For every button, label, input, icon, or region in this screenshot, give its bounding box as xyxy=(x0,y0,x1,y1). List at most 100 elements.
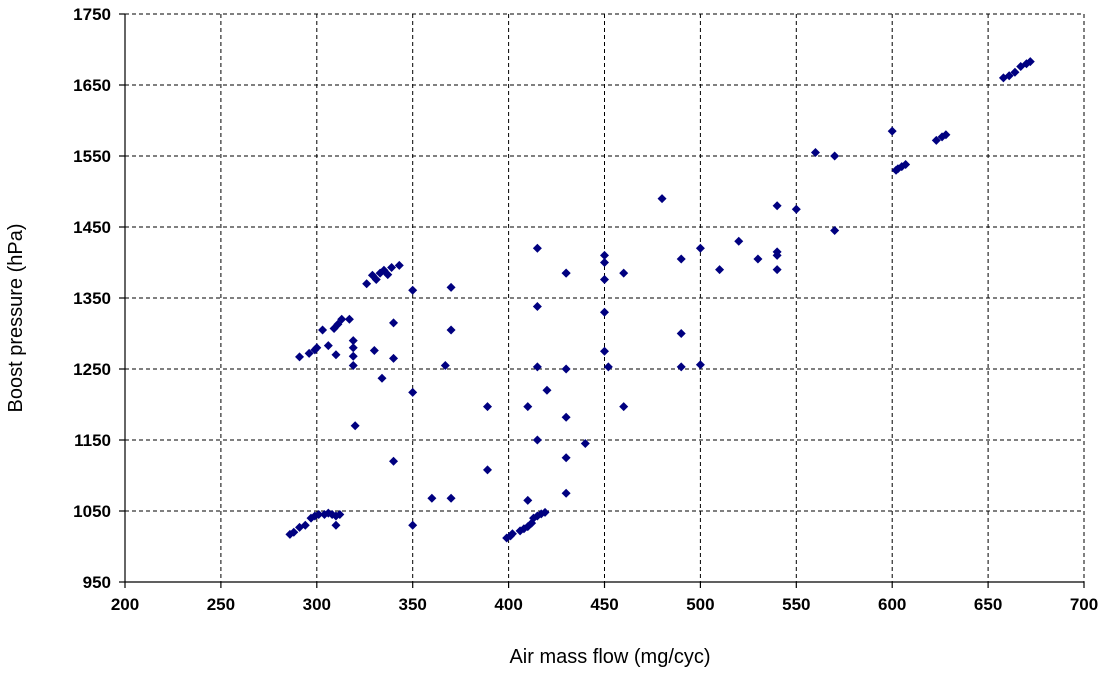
data-point xyxy=(331,350,341,360)
data-point xyxy=(408,387,418,397)
data-point xyxy=(335,510,345,520)
data-point xyxy=(657,194,667,204)
y-tick-label: 950 xyxy=(83,573,111,592)
data-point xyxy=(561,453,571,463)
data-point xyxy=(931,135,941,145)
data-point xyxy=(389,318,399,328)
data-point xyxy=(830,151,840,161)
axes xyxy=(119,13,1085,588)
data-point xyxy=(600,258,609,267)
x-tick-label: 400 xyxy=(494,595,522,614)
data-point xyxy=(532,435,542,445)
x-tick-label: 500 xyxy=(686,595,714,614)
data-point xyxy=(1016,62,1026,72)
data-point xyxy=(446,282,456,292)
y-tick-label: 1450 xyxy=(73,218,111,237)
data-point xyxy=(810,147,820,157)
data-point xyxy=(532,511,542,521)
data-point xyxy=(408,285,418,295)
data-point xyxy=(312,343,322,353)
data-point xyxy=(619,268,629,278)
data-point xyxy=(446,493,456,503)
tick-labels: 200 250 300 350 400 450 500 550 600 650 700 950 1050… xyxy=(73,5,1098,614)
data-point xyxy=(362,279,372,289)
x-tick-label: 200 xyxy=(111,595,139,614)
data-point xyxy=(887,126,897,136)
data-point xyxy=(1010,67,1020,77)
data-point xyxy=(1004,71,1014,81)
data-point xyxy=(561,364,571,374)
y-tick-label: 1250 xyxy=(73,360,111,379)
data-point xyxy=(532,243,542,253)
data-point xyxy=(580,439,590,449)
x-axis-label: Air mass flow (mg/cyc) xyxy=(509,646,710,668)
y-tick-label: 1650 xyxy=(73,76,111,95)
data-point xyxy=(676,329,686,338)
data-point xyxy=(532,302,542,312)
data-point xyxy=(561,412,571,422)
y-tick-label: 1350 xyxy=(73,289,111,308)
data-point xyxy=(715,265,725,275)
data-point xyxy=(561,488,571,498)
data-point xyxy=(772,265,782,275)
data-point xyxy=(619,402,629,412)
data-point xyxy=(830,226,840,236)
data-point xyxy=(389,456,399,466)
data-point xyxy=(446,325,456,335)
data-point xyxy=(483,402,493,412)
gridlines xyxy=(125,13,1085,582)
data-point xyxy=(561,268,571,278)
x-tick-label: 600 xyxy=(878,595,906,614)
data-point xyxy=(603,362,613,372)
data-point xyxy=(523,402,533,412)
data-point xyxy=(304,348,314,358)
data-point xyxy=(383,270,393,280)
data-point xyxy=(600,275,609,285)
data-point xyxy=(1025,57,1035,67)
data-point xyxy=(318,325,328,335)
data-point xyxy=(440,360,450,370)
data-point xyxy=(600,346,609,356)
data-point xyxy=(310,511,320,521)
data-point xyxy=(300,520,310,530)
data-point xyxy=(695,360,705,370)
data-point xyxy=(532,362,542,372)
x-tick-label: 700 xyxy=(1070,595,1098,614)
data-point xyxy=(387,262,397,272)
data-point xyxy=(348,360,358,370)
data-point xyxy=(676,254,686,264)
data-point xyxy=(676,362,686,372)
data-point xyxy=(331,511,341,521)
y-tick-label: 1750 xyxy=(73,5,111,24)
data-point xyxy=(772,201,782,211)
data-point xyxy=(369,346,379,356)
y-tick-label: 1150 xyxy=(74,431,111,450)
data-point xyxy=(314,510,324,520)
data-point xyxy=(540,507,550,517)
data-point xyxy=(295,352,305,362)
data-point xyxy=(523,495,533,505)
data-point xyxy=(408,520,418,530)
y-axis-label: Boost pressure (hPa) xyxy=(5,224,27,413)
data-point xyxy=(600,250,609,260)
data-point xyxy=(536,509,546,519)
x-tick-label: 350 xyxy=(399,595,427,614)
data-point xyxy=(695,243,705,253)
data-point xyxy=(337,314,347,324)
data-point xyxy=(348,336,358,346)
y-tick-label: 1550 xyxy=(73,147,111,166)
data-point xyxy=(901,160,911,170)
data-point xyxy=(289,527,299,537)
data-point xyxy=(734,236,744,246)
data-point xyxy=(753,254,763,264)
data-point xyxy=(348,343,358,353)
data-point xyxy=(348,351,358,361)
data-points xyxy=(285,57,1035,543)
data-point xyxy=(427,493,437,503)
data-point xyxy=(323,341,333,351)
x-tick-label: 450 xyxy=(590,595,618,614)
data-point xyxy=(394,260,404,270)
x-tick-label: 550 xyxy=(782,595,810,614)
